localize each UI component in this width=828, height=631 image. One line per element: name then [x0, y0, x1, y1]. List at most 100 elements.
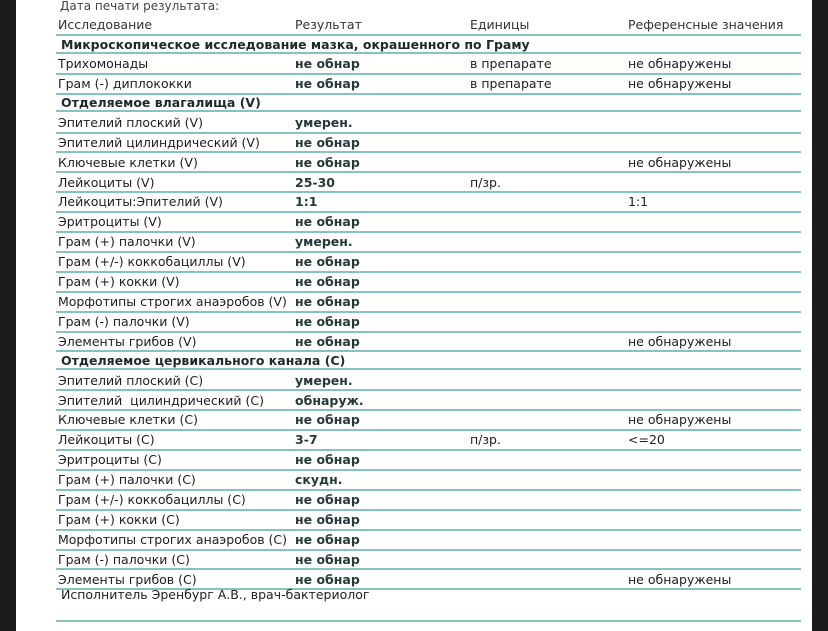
test-name: Грам (+/-) коккобациллы (C) [58, 492, 246, 507]
test-name: Лейкоциты:Эпителий (V) [58, 194, 223, 210]
test-result: не обнар [295, 492, 360, 507]
table-row: Эритроциты (C) не обнар [56, 449, 801, 471]
table-row: Ключевые клетки (C) не обнар не обнаруже… [56, 409, 801, 432]
test-name: Лейкоциты (C) [58, 432, 155, 448]
divider [56, 620, 801, 622]
test-result: умерен. [295, 114, 353, 130]
test-name: Эпителий цилиндрический (C) [58, 392, 264, 408]
header-ref: Референсные значения [628, 17, 784, 32]
test-name: Грам (+) палочки (C) [58, 472, 196, 488]
table-row: Грам (+) палочки (V) умерен. [56, 231, 801, 253]
test-name: Ключевые клетки (C) [58, 412, 199, 428]
test-ref: не обнаружены [628, 571, 732, 587]
section-title: Отделяемое влагалища (V) [61, 95, 261, 111]
table-row: Грам (-) палочки (C) не обнар [56, 549, 801, 571]
test-name: Ключевые клетки (V) [58, 154, 198, 170]
test-units: в препарате [470, 56, 552, 71]
test-ref: 1:1 [628, 194, 649, 210]
test-result: не обнар [295, 56, 360, 71]
test-ref: не обнаружены [628, 412, 732, 428]
test-name: Элементы грибов (V) [58, 333, 197, 349]
test-ref: не обнаружены [628, 154, 732, 170]
test-result: не обнар [295, 75, 360, 91]
test-result: скудн. [295, 472, 343, 488]
test-result: не обнар [295, 511, 360, 527]
table-row: Грам (+/-) коккобациллы (C) не обнар [56, 489, 801, 511]
header-name: Исследование [58, 17, 153, 32]
performer: Исполнитель Эренбург А.В., врач-бактерио… [61, 587, 370, 602]
test-result: не обнар [295, 293, 360, 309]
test-name: Эритроциты (V) [58, 214, 162, 230]
test-result: 1:1 [295, 194, 318, 210]
test-name: Грам (+) кокки (V) [58, 274, 180, 289]
test-result: не обнар [295, 154, 360, 170]
test-result: не обнар [295, 571, 360, 587]
test-result: 25-30 [295, 174, 335, 190]
table-row: Лейкоциты (V) 25-30 п/зр. [56, 172, 801, 194]
section-header: Отделяемое влагалища (V) [56, 92, 801, 113]
test-result: не обнар [295, 452, 360, 468]
test-result: не обнар [295, 214, 360, 230]
section-header: Отделяемое цервикального канала (C) [56, 350, 801, 371]
table-row: Эпителий плоский (V) умерен. [56, 112, 801, 134]
test-ref: не обнаружены [628, 333, 732, 349]
table-row: Лейкоциты:Эпителий (V) 1:1 1:1 [56, 191, 801, 214]
table-row: Грам (+) палочки (C) скудн. [56, 469, 801, 491]
table-row: Эпителий цилиндрический (V) не обнар [56, 132, 801, 154]
table-row: Элементы грибов (V) не обнар не обнаруже… [56, 331, 801, 353]
table-row: Грам (+) кокки (C) не обнар [56, 509, 801, 531]
test-ref: не обнаружены [628, 75, 732, 91]
table-header: Исследование Результат Единицы Референсн… [56, 14, 801, 36]
table-row: Морфотипы строгих анаэробов (V) не обнар [56, 291, 801, 313]
test-name: Эпителий цилиндрический (V) [58, 134, 260, 150]
section-title: Микроскопическое исследование мазка, окр… [61, 36, 530, 52]
test-name: Эритроциты (C) [58, 452, 162, 468]
test-units: в препарате [470, 75, 552, 91]
section-title: Отделяемое цервикального канала (C) [61, 353, 346, 369]
test-result: не обнар [295, 333, 360, 349]
test-name: Морфотипы строгих анаэробов (V) [58, 293, 287, 309]
test-name: Морфотипы строгих анаэробов (C) [58, 531, 288, 547]
test-name: Элементы грибов (C) [58, 571, 197, 587]
test-result: 3-7 [295, 432, 318, 448]
header-result: Результат [295, 17, 362, 32]
test-units: п/зр. [470, 174, 501, 190]
table-row: Грам (+) кокки (V) не обнар [56, 271, 801, 293]
test-name: Трихомонады [58, 56, 149, 71]
test-name: Грам (+) палочки (V) [58, 234, 196, 250]
table-row: Элементы грибов (C) не обнар не обнаруже… [56, 569, 801, 591]
test-name: Грам (-) диплококки [58, 75, 192, 91]
test-result: не обнар [295, 412, 360, 428]
test-result: умерен. [295, 372, 353, 388]
test-result: не обнар [295, 531, 360, 547]
test-result: не обнар [295, 551, 360, 567]
section-header: Микроскопическое исследование мазка, окр… [56, 34, 801, 54]
test-result: не обнар [295, 274, 360, 289]
test-name: Грам (-) палочки (V) [58, 313, 190, 329]
table-row: Грам (-) палочки (V) не обнар [56, 311, 801, 333]
print-date-label: Дата печати результата: [60, 0, 220, 13]
test-ref: <=20 [628, 432, 665, 448]
table-row: Морфотипы строгих анаэробов (C) не обнар [56, 529, 801, 551]
test-name: Эпителий плоский (C) [58, 372, 204, 388]
test-result: не обнар [295, 134, 360, 150]
table-row: Эритроциты (V) не обнар [56, 211, 801, 234]
test-result: умерен. [295, 234, 353, 250]
test-name: Грам (+/-) коккобациллы (V) [58, 254, 246, 270]
table-row: Ключевые клетки (V) не обнар не обнаруже… [56, 152, 801, 174]
header-units: Единицы [470, 17, 530, 32]
test-name: Эпителий плоский (V) [58, 114, 203, 130]
table-row: Трихомонады не обнар в препарате не обна… [56, 53, 801, 75]
test-name: Грам (-) палочки (C) [58, 551, 190, 567]
test-name: Лейкоциты (V) [58, 174, 155, 190]
test-result: не обнар [295, 313, 360, 329]
test-name: Грам (+) кокки (C) [58, 511, 180, 527]
table-row: Лейкоциты (C) 3-7 п/зр. <=20 [56, 429, 801, 452]
report-page: Дата печати результата: Исследование Рез… [16, 0, 812, 631]
table-row: Грам (+/-) коккобациллы (V) не обнар [56, 251, 801, 273]
test-result: не обнар [295, 254, 360, 270]
test-result: обнаруж. [295, 392, 364, 408]
test-units: п/зр. [470, 432, 501, 448]
table-row: Эпителий цилиндрический (C) обнаруж. [56, 390, 801, 412]
table-row: Грам (-) диплококки не обнар в препарате… [56, 73, 801, 95]
